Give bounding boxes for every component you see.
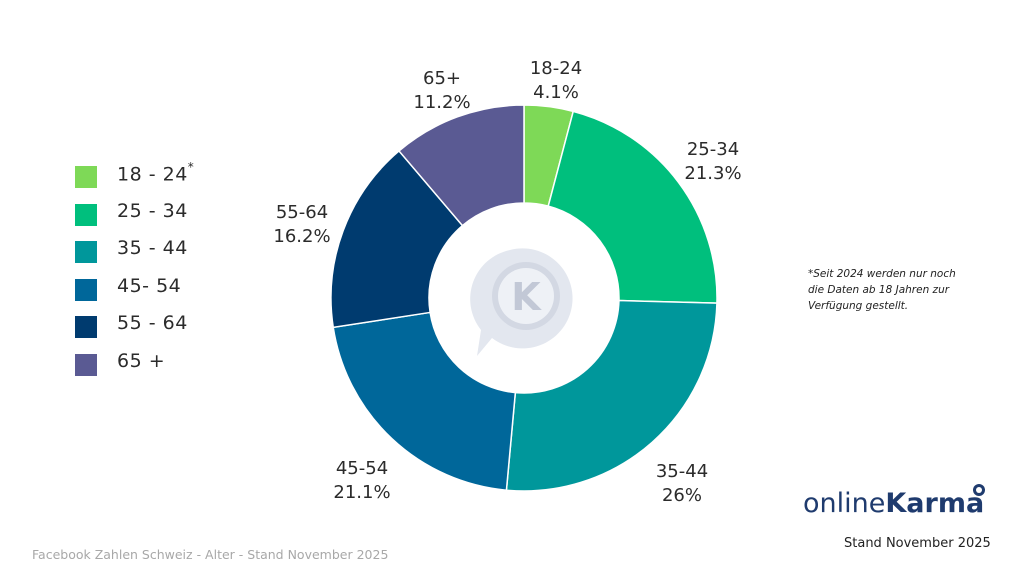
legend-label: 18 - 24*: [117, 160, 195, 186]
slice-category-label: 55-64: [276, 202, 328, 223]
k-speech-bubble-icon: K: [431, 205, 617, 391]
legend-label: 25 - 34: [117, 199, 188, 222]
footnote: *Seit 2024 werden nur noch die Daten ab …: [808, 268, 956, 312]
slice-value-label: 16.2%: [273, 226, 330, 247]
brand-part-1: online: [803, 488, 886, 519]
brand-dot-icon: [973, 484, 985, 496]
onlinekarma-logo: onlineKarma: [803, 488, 984, 519]
donut-slice-25-34: [547, 110, 718, 304]
slice-value-label: 11.2%: [413, 92, 470, 113]
legend-swatch: [75, 203, 97, 226]
slice-value-label: 21.1%: [333, 482, 390, 503]
legend-swatch: [75, 278, 97, 301]
slice-value-label: 26%: [662, 485, 702, 506]
slice-category-label: 18-24: [530, 58, 582, 79]
slice-category-label: 65+: [423, 68, 461, 89]
slice-value-label: 21.3%: [684, 163, 741, 184]
svg-text:K: K: [511, 275, 542, 319]
legend-swatch: [75, 353, 97, 376]
legend-label: 65 +: [117, 349, 166, 372]
footer-caption: Facebook Zahlen Schweiz - Alter - Stand …: [32, 547, 389, 562]
legend-swatch: [75, 316, 97, 338]
donut-slice-45-54: [332, 311, 517, 492]
donut-slice-35-44: [505, 299, 718, 492]
brand-part-2: Karma: [885, 488, 985, 519]
legend-label: 35 - 44: [117, 237, 188, 259]
donut-slice-65plus: [397, 104, 525, 227]
legend-label: 55 - 64: [117, 312, 188, 334]
legend-label: 45- 54: [117, 274, 182, 297]
slice-category-label: 35-44: [656, 461, 708, 482]
legend-swatch: [75, 241, 97, 263]
legend-footnote-marker: *: [187, 160, 195, 174]
slice-value-label: 4.1%: [533, 82, 579, 103]
slice-category-label: 45-54: [336, 458, 388, 479]
stand-date: Stand November 2025: [844, 536, 991, 551]
slice-category-label: 25-34: [687, 139, 739, 160]
legend-swatch: [75, 166, 97, 188]
donut-slice-55-64: [330, 149, 464, 329]
